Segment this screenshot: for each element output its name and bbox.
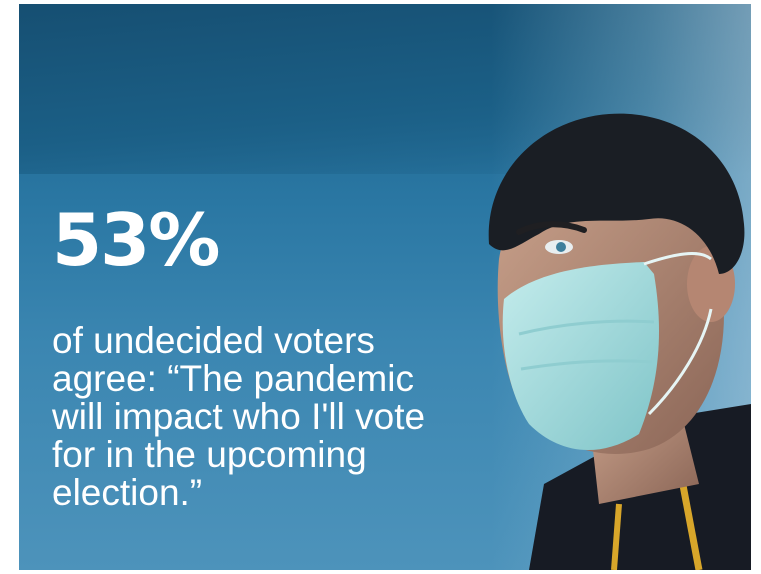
masked-man-photo	[488, 113, 751, 570]
quote-line: for in the upcoming	[52, 434, 367, 475]
infographic-card: 53% of undecided voters agree: “The pand…	[19, 4, 751, 570]
quote-text: of undecided voters agree: “The pandemic…	[52, 322, 492, 512]
surgical-mask	[502, 262, 659, 451]
quote-line: election.”	[52, 472, 203, 513]
statistic-value: 53%	[52, 198, 220, 282]
eyebrow	[516, 221, 587, 235]
mask-ear-loop	[643, 252, 712, 266]
hair-shape	[488, 113, 745, 274]
quote-line: of undecided voters	[52, 320, 375, 361]
jacket-trim	[611, 503, 622, 570]
quote-line: will impact who I'll vote	[52, 396, 426, 437]
quote-line: agree: “The pandemic	[52, 358, 414, 399]
